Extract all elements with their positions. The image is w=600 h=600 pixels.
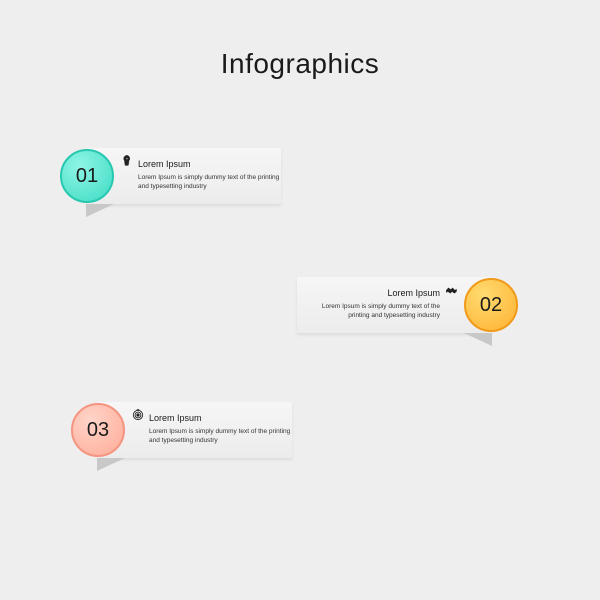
item-content: Lorem Ipsum Lorem Ipsum is simply dummy … <box>305 283 440 321</box>
banner-fold <box>464 333 492 346</box>
item-body: Lorem Ipsum is simply dummy text of the … <box>305 303 440 321</box>
handshake-icon <box>445 283 459 297</box>
item-body: Lorem Ipsum is simply dummy text of the … <box>149 428 299 446</box>
number-circle: 02 <box>464 278 518 332</box>
page-title: Infographics <box>221 48 380 80</box>
head-idea-icon <box>120 154 134 168</box>
item-content: Lorem Ipsum Lorem Ipsum is simply dummy … <box>149 408 299 446</box>
item-heading: Lorem Ipsum <box>149 413 202 423</box>
target-icon <box>131 408 145 422</box>
item-body: Lorem Ipsum is simply dummy text of the … <box>138 174 288 192</box>
banner-fold <box>97 458 125 471</box>
item-heading: Lorem Ipsum <box>138 159 191 169</box>
banner-fold <box>86 204 114 217</box>
number-circle: 01 <box>60 149 114 203</box>
number-circle: 03 <box>71 403 125 457</box>
item-heading: Lorem Ipsum <box>387 288 440 298</box>
item-content: Lorem Ipsum Lorem Ipsum is simply dummy … <box>138 154 288 192</box>
